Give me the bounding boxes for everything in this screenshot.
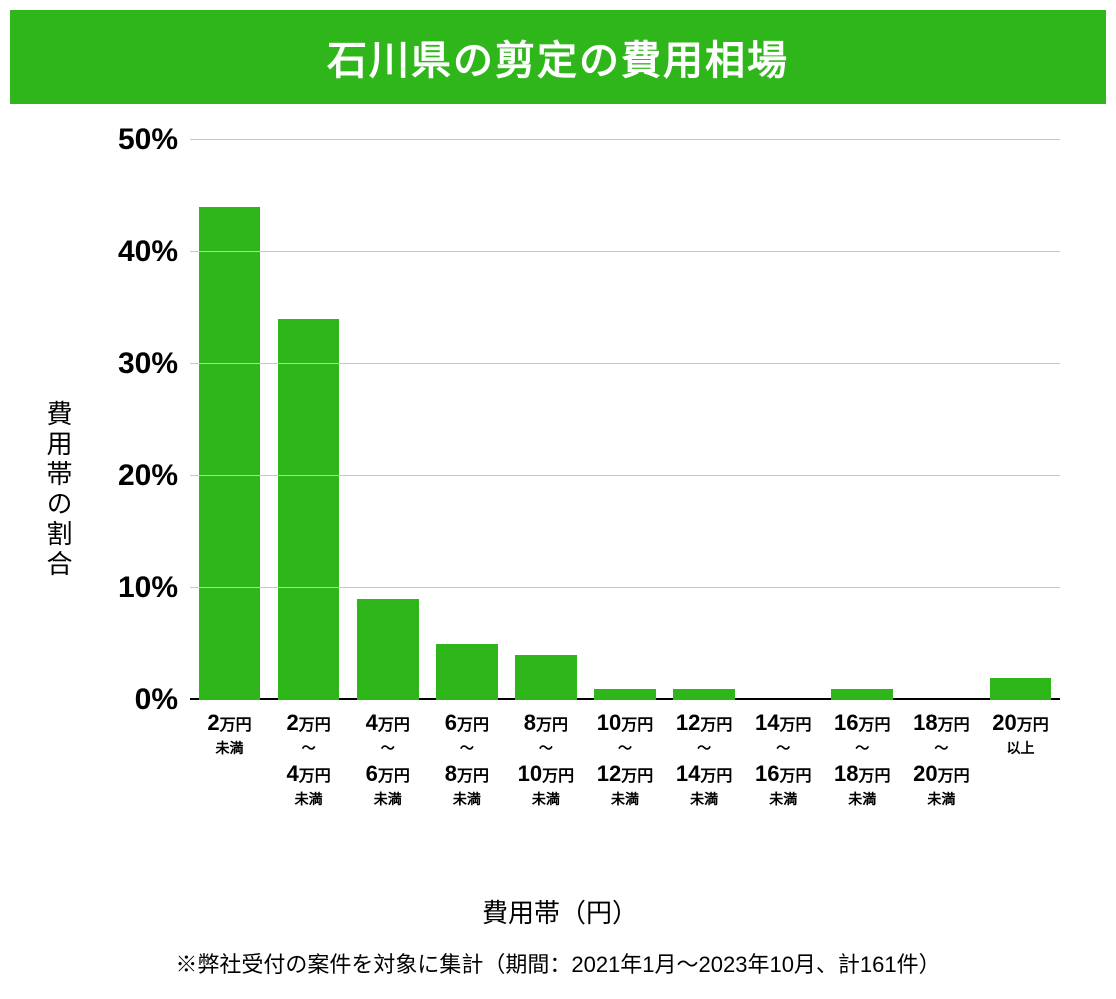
x-tick-label: 16万円〜18万円未満 [834,708,891,811]
x-tick-label: 8万円〜10万円未満 [518,708,575,811]
x-tick-label: 14万円〜16万円未満 [755,708,812,811]
chart-title: 石川県の剪定の費用相場 [10,10,1106,104]
bars-container: 2万円未満2万円〜4万円未満4万円〜6万円未満6万円〜8万円未満8万円〜10万円… [190,140,1060,700]
x-tick-label: 2万円未満 [207,708,251,759]
bar [357,599,419,700]
y-tick-label: 40% [118,235,178,269]
bar-slot: 2万円〜4万円未満 [269,140,348,700]
chart-footnote: ※弊社受付の案件を対象に集計（期間：2021年1月〜2023年10月、計161件… [0,947,1116,979]
bar-slot: 2万円未満 [190,140,269,700]
grid-line [190,139,1060,140]
bar [436,644,498,700]
bar [278,319,340,700]
grid-line [190,475,1060,476]
x-tick-label: 18万円〜20万円未満 [913,708,970,811]
x-tick-label: 2万円〜4万円未満 [287,708,331,811]
bar-slot: 6万円〜8万円未満 [427,140,506,700]
y-tick-label: 30% [118,347,178,381]
x-tick-label: 20万円以上 [992,708,1049,759]
grid-line [190,363,1060,364]
bar-slot: 8万円〜10万円未満 [506,140,585,700]
bar [831,689,893,700]
y-tick-label: 0% [135,683,178,717]
plot-region: 2万円未満2万円〜4万円未満4万円〜6万円未満6万円〜8万円未満8万円〜10万円… [190,140,1060,700]
bar-slot: 10万円〜12万円未満 [585,140,664,700]
x-tick-label: 6万円〜8万円未満 [445,708,489,811]
bar-slot: 12万円〜14万円未満 [665,140,744,700]
y-axis-label: 費用帯の割合 [40,400,77,580]
x-tick-label: 4万円〜6万円未満 [366,708,410,811]
x-tick-label: 10万円〜12万円未満 [597,708,654,811]
y-tick-label: 50% [118,123,178,157]
bar-slot: 4万円〜6万円未満 [348,140,427,700]
bar-slot: 20万円以上 [981,140,1060,700]
bar [515,655,577,700]
bar-slot: 14万円〜16万円未満 [744,140,823,700]
bar [990,678,1052,700]
x-tick-label: 12万円〜14万円未満 [676,708,733,811]
y-tick-label: 20% [118,459,178,493]
bar [673,689,735,700]
bar-slot: 18万円〜20万円未満 [902,140,981,700]
x-axis-label: 費用帯（円） [60,893,1060,930]
y-tick-label: 10% [118,571,178,605]
chart-area: 費用帯の割合 2万円未満2万円〜4万円未満4万円〜6万円未満6万円〜8万円未満8… [60,140,1060,840]
bar [594,689,656,700]
bar-slot: 16万円〜18万円未満 [823,140,902,700]
bar [199,207,261,700]
grid-line [190,587,1060,588]
grid-line [190,251,1060,252]
